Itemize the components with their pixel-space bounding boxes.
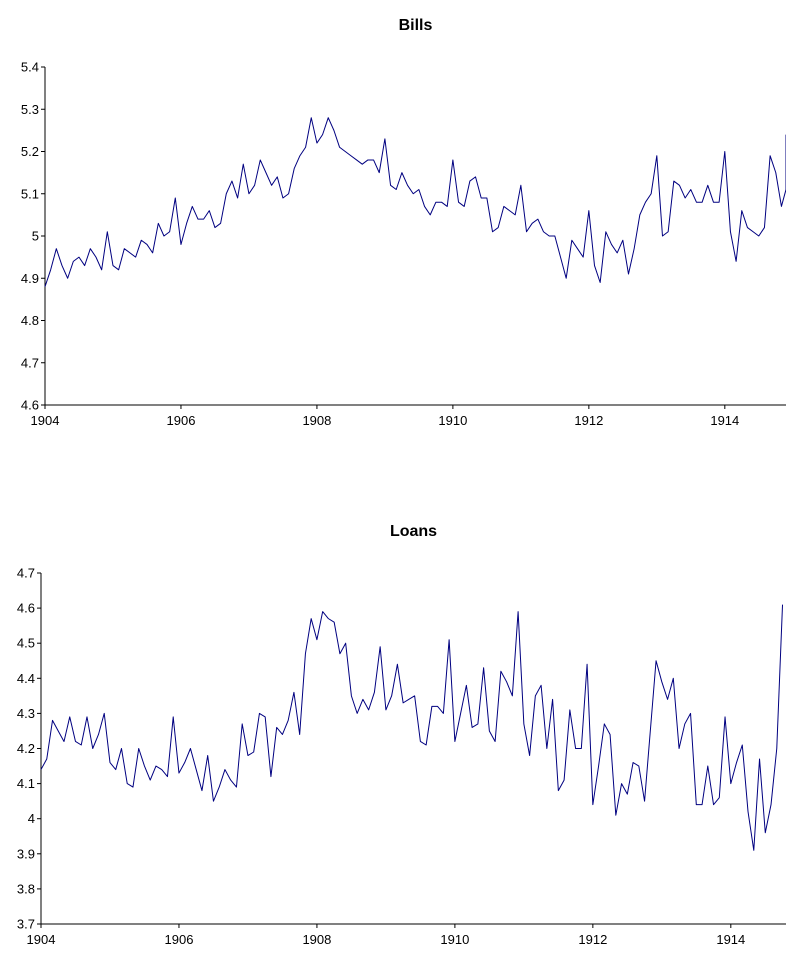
x-tick-label: 1912	[574, 413, 603, 428]
y-tick-label: 5.1	[21, 186, 39, 201]
y-tick-label: 5.4	[21, 60, 39, 75]
y-tick-label: 4.5	[17, 636, 35, 651]
y-tick-label: 4.3	[17, 706, 35, 721]
x-tick-label: 1906	[165, 932, 194, 947]
y-tick-label: 5	[32, 229, 39, 244]
x-tick-label: 1904	[31, 413, 60, 428]
x-tick-label: 1906	[167, 413, 196, 428]
y-tick-label: 4.6	[21, 398, 39, 413]
x-tick-label: 1914	[710, 413, 739, 428]
y-tick-label: 4.7	[21, 355, 39, 370]
chart-title: Bills	[399, 17, 433, 34]
bills-chart: Bills 4.6 4.7 4.8 4.9 5 5.1 5.2 5.3 5.4 1904 1906 19…	[21, 17, 786, 428]
y-tick-label: 4.9	[21, 271, 39, 286]
y-tick-label: 4.7	[17, 566, 35, 581]
series-line	[44, 117, 786, 287]
y-tick-label: 5.3	[21, 102, 39, 117]
x-tick-label: 1908	[302, 413, 331, 428]
loans-chart: Loans 3.7 3.8 3.9 4 4.1 4.2 4.3 4.4 4.5 4.6 4.7 1904…	[17, 523, 786, 947]
y-tick-label: 4.1	[17, 776, 35, 791]
x-tick-label: 1908	[302, 932, 331, 947]
y-tick-label: 4.2	[17, 741, 35, 756]
y-tick-label: 5.2	[21, 144, 39, 159]
x-tick-label: 1910	[440, 932, 469, 947]
y-tick-label: 3.7	[17, 917, 35, 932]
y-tick-label: 3.9	[17, 846, 35, 861]
chart-title: Loans	[390, 523, 437, 540]
x-tick-label: 1914	[716, 932, 745, 947]
x-tick-label: 1912	[578, 932, 607, 947]
y-tick-label: 4	[28, 811, 35, 826]
series-line	[40, 604, 784, 851]
y-tick-label: 4.4	[17, 671, 35, 686]
y-tick-label: 4.6	[17, 601, 35, 616]
y-tick-label: 4.8	[21, 313, 39, 328]
x-tick-label: 1904	[27, 932, 56, 947]
x-tick-label: 1910	[438, 413, 467, 428]
y-tick-label: 3.8	[17, 881, 35, 896]
